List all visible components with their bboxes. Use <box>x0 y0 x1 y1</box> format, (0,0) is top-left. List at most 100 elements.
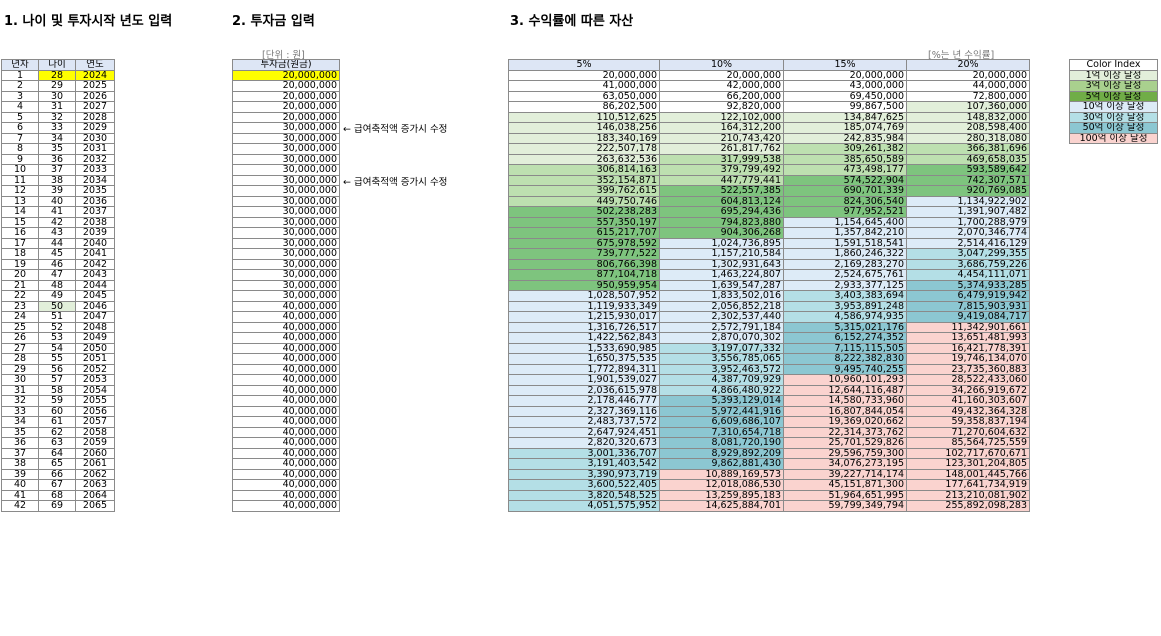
asset-cell: 1,215,930,017 <box>508 311 660 323</box>
table-row: 33 60 2056 <box>1 405 115 417</box>
investment-cell[interactable]: 20,000,000 <box>232 69 340 81</box>
legend-row: 1억 이상 달성 <box>1069 69 1158 81</box>
investment-cell[interactable]: 30,000,000 <box>232 248 340 260</box>
investment-cell[interactable]: 30,000,000 <box>232 206 340 218</box>
asset-cell: 14,625,884,701 <box>659 500 784 512</box>
table-row: 950,959,954 1,639,547,287 2,933,377,125 5,3… <box>508 279 1030 291</box>
table-row: 2,820,320,673 8,081,720,190 25,701,529,826… <box>508 437 1030 449</box>
age-cell: 31 <box>38 101 76 113</box>
legend-row: 100억 이상 달성 <box>1069 132 1158 144</box>
investment-cell[interactable]: 40,000,000 <box>232 416 340 428</box>
asset-cell: 10,889,169,573 <box>659 468 784 480</box>
investment-cell[interactable]: 40,000,000 <box>232 447 340 459</box>
table-row: 41 68 2064 <box>1 489 115 501</box>
investment-cell[interactable]: 30,000,000 <box>232 174 340 186</box>
investment-cell[interactable]: 30,000,000 <box>232 195 340 207</box>
asset-cell: 447,779,441 <box>659 174 784 186</box>
investment-cell[interactable]: 40,000,000 <box>232 321 340 333</box>
investment-cell[interactable]: 20,000,000 <box>232 90 340 102</box>
investment-cell[interactable]: 40,000,000 <box>232 353 340 365</box>
age-cell[interactable]: 28 <box>38 69 76 81</box>
investment-cell[interactable]: 40,000,000 <box>232 374 340 386</box>
investment-cell[interactable]: 40,000,000 <box>232 395 340 407</box>
table-row: 30 57 2053 <box>1 374 115 386</box>
investment-cell[interactable]: 30,000,000 <box>232 258 340 270</box>
asset-cell: 3,820,548,525 <box>508 489 660 501</box>
asset-cell: 10,960,101,293 <box>783 374 907 386</box>
table-row: 18 45 2041 <box>1 248 115 260</box>
investment-cell[interactable]: 30,000,000 <box>232 164 340 176</box>
year-cell: 2040 <box>75 237 115 249</box>
table-row: 27 54 2050 <box>1 342 115 354</box>
table-row: 40,000,000 <box>232 500 340 512</box>
table-row: 15 42 2038 <box>1 216 115 228</box>
asset-cell: 449,750,746 <box>508 195 660 207</box>
year-cell: 2046 <box>75 300 115 312</box>
header-year-count: 년차 <box>1 59 39 71</box>
year-cell[interactable]: 2024 <box>75 69 115 81</box>
table-row: 352,154,871 447,779,441 574,522,904 742,307… <box>508 174 1030 186</box>
asset-cell: 1,772,894,311 <box>508 363 660 375</box>
investment-cell[interactable]: 30,000,000 <box>232 122 340 134</box>
asset-cell: 1,833,502,016 <box>659 290 784 302</box>
table-row: 3,390,973,719 10,889,169,573 39,227,714,17… <box>508 468 1030 480</box>
asset-cell: 3,390,973,719 <box>508 468 660 480</box>
asset-cell: 4,387,709,929 <box>659 374 784 386</box>
investment-cell[interactable]: 40,000,000 <box>232 489 340 501</box>
asset-cell: 469,658,035 <box>906 153 1030 165</box>
investment-cell[interactable]: 30,000,000 <box>232 216 340 228</box>
investment-cell[interactable]: 20,000,000 <box>232 111 340 123</box>
investment-cell[interactable]: 40,000,000 <box>232 363 340 375</box>
asset-cell: 122,102,000 <box>659 111 784 123</box>
investment-cell[interactable]: 40,000,000 <box>232 500 340 512</box>
investment-cell[interactable]: 20,000,000 <box>232 80 340 92</box>
investment-cell[interactable]: 40,000,000 <box>232 405 340 417</box>
asset-cell: 213,210,081,902 <box>906 489 1030 501</box>
investment-cell[interactable]: 30,000,000 <box>232 237 340 249</box>
table-row: 24 51 2047 <box>1 311 115 323</box>
investment-cell[interactable]: 30,000,000 <box>232 279 340 291</box>
investment-cell[interactable]: 40,000,000 <box>232 468 340 480</box>
investment-cell[interactable]: 30,000,000 <box>232 132 340 144</box>
table-row: 40,000,000 <box>232 405 340 417</box>
asset-cell: 51,964,651,995 <box>783 489 907 501</box>
asset-cell: 210,743,420 <box>659 132 784 144</box>
year-count-cell: 22 <box>1 290 39 302</box>
asset-cell: 20,000,000 <box>783 69 907 81</box>
investment-cell[interactable]: 30,000,000 <box>232 185 340 197</box>
investment-cell[interactable]: 30,000,000 <box>232 227 340 239</box>
year-cell: 2053 <box>75 374 115 386</box>
investment-cell[interactable]: 30,000,000 <box>232 269 340 281</box>
investment-cell[interactable]: 20,000,000 <box>232 101 340 113</box>
table-row: 3,001,336,707 8,929,892,209 29,596,759,300… <box>508 447 1030 459</box>
table-row: 2,647,924,451 7,310,654,718 22,314,373,762… <box>508 426 1030 438</box>
investment-cell[interactable]: 40,000,000 <box>232 479 340 491</box>
table-row: 12 39 2035 <box>1 185 115 197</box>
asset-cell: 7,815,903,931 <box>906 300 1030 312</box>
year-cell: 2055 <box>75 395 115 407</box>
year-count-cell: 39 <box>1 468 39 480</box>
investment-cell[interactable]: 30,000,000 <box>232 153 340 165</box>
investment-cell[interactable]: 30,000,000 <box>232 290 340 302</box>
asset-cell: 12,644,116,487 <box>783 384 907 396</box>
investment-cell[interactable]: 40,000,000 <box>232 437 340 449</box>
asset-cell: 306,814,163 <box>508 164 660 176</box>
asset-cell: 1,357,842,210 <box>783 227 907 239</box>
investment-cell[interactable]: 30,000,000 <box>232 143 340 155</box>
investment-cell[interactable]: 40,000,000 <box>232 458 340 470</box>
table-row: 1,772,894,311 3,952,463,572 9,495,740,255 2… <box>508 363 1030 375</box>
table-row: 40,000,000 <box>232 311 340 323</box>
table-row: 40,000,000 <box>232 300 340 312</box>
asset-cell: 5,972,441,916 <box>659 405 784 417</box>
investment-cell[interactable]: 40,000,000 <box>232 332 340 344</box>
investment-cell[interactable]: 40,000,000 <box>232 342 340 354</box>
investment-cell[interactable]: 40,000,000 <box>232 384 340 396</box>
asset-cell: 16,807,844,054 <box>783 405 907 417</box>
year-count-cell: 41 <box>1 489 39 501</box>
investment-cell[interactable]: 40,000,000 <box>232 426 340 438</box>
age-cell: 38 <box>38 174 76 186</box>
age-cell: 37 <box>38 164 76 176</box>
investment-cell[interactable]: 40,000,000 <box>232 311 340 323</box>
asset-cell: 2,572,791,184 <box>659 321 784 333</box>
investment-cell[interactable]: 40,000,000 <box>232 300 340 312</box>
